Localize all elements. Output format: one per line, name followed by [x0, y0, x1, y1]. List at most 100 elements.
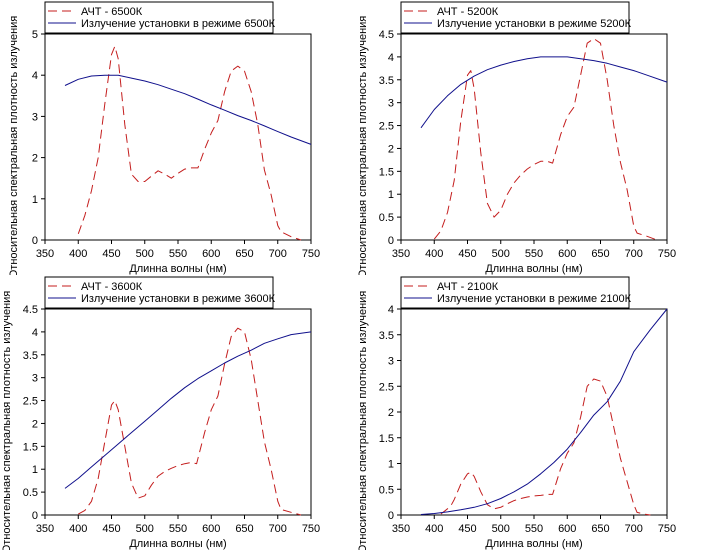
y-axis-label: Относительная спектральная плотность изл… [8, 16, 20, 275]
y-tick-label: 0 [32, 510, 38, 522]
x-tick-label: 450 [102, 248, 120, 260]
y-tick-label: 0 [32, 235, 38, 247]
y-tick-label: 0 [388, 510, 394, 522]
y-tick-label: 5 [32, 29, 38, 41]
y-tick-label: 3 [388, 98, 394, 110]
x-tick-label: 700 [625, 523, 643, 535]
x-tick-label: 750 [302, 248, 320, 260]
y-tick-label: 2 [388, 407, 394, 419]
x-tick-label: 350 [36, 523, 54, 535]
x-tick-label: 400 [69, 248, 87, 260]
x-tick-label: 550 [169, 248, 187, 260]
legend-label: АЧТ - 5200К [437, 6, 499, 18]
plot-frame [44, 33, 312, 241]
x-tick-label: 550 [525, 248, 543, 260]
x-tick-label: 500 [136, 248, 154, 260]
x-tick-label: 600 [558, 523, 576, 535]
y-axis-label: Относительная спектральная плотность изл… [357, 16, 369, 275]
x-tick-label: 450 [102, 523, 120, 535]
x-tick-label: 600 [558, 248, 576, 260]
x-axis-label: Длинна волны (нм) [485, 263, 582, 275]
series-line-measured [420, 56, 668, 129]
x-tick-label: 550 [525, 523, 543, 535]
legend-label: Излучение установки в режиме 2100К [437, 293, 632, 305]
x-tick-label: 750 [302, 523, 320, 535]
x-tick-label: 650 [591, 248, 609, 260]
x-axis-label: Длинна волны (нм) [129, 538, 226, 550]
y-tick-label: 0.5 [23, 487, 38, 499]
y-tick-label: 1.5 [23, 441, 38, 453]
x-tick-label: 650 [235, 523, 253, 535]
x-tick-label: 650 [235, 248, 253, 260]
y-tick-label: 1 [388, 459, 394, 471]
x-tick-label: 550 [169, 523, 187, 535]
y-tick-label: 4 [32, 327, 38, 339]
y-tick-label: 3 [32, 111, 38, 123]
x-tick-label: 350 [36, 248, 54, 260]
x-tick-label: 450 [458, 523, 476, 535]
series-line-reference [78, 327, 302, 516]
series-line-measured [420, 308, 668, 515]
y-axis-label: Относительная спектральная плотность изл… [357, 291, 369, 550]
y-tick-label: 2 [388, 143, 394, 155]
chart-panel-2100k: АЧТ - 2100К Излучение установки в режиме … [356, 275, 712, 553]
x-tick-label: 400 [425, 523, 443, 535]
x-tick-label: 600 [202, 523, 220, 535]
x-tick-label: 750 [658, 248, 676, 260]
y-tick-label: 3.5 [379, 330, 394, 342]
y-tick-label: 1 [388, 189, 394, 201]
x-tick-label: 500 [492, 248, 510, 260]
y-tick-label: 2.5 [379, 381, 394, 393]
x-axis-label: Длинна волны (нм) [129, 263, 226, 275]
x-tick-label: 400 [69, 523, 87, 535]
legend-box [44, 276, 274, 309]
x-tick-label: 600 [202, 248, 220, 260]
series-line-measured [64, 331, 312, 489]
x-axis-label: Длинна волны (нм) [485, 538, 582, 550]
legend-box [400, 276, 630, 309]
legend-label: Излучение установки в режиме 3600К [81, 293, 276, 305]
y-tick-label: 4 [388, 52, 394, 64]
plot-frame [44, 308, 312, 516]
y-tick-label: 4.5 [23, 304, 38, 316]
legend-box [400, 1, 630, 34]
x-tick-label: 650 [591, 523, 609, 535]
series-line-reference [440, 378, 651, 516]
y-tick-label: 3.5 [23, 350, 38, 362]
y-tick-label: 2.5 [379, 121, 394, 133]
plot-frame [400, 308, 668, 516]
y-tick-label: 0.5 [379, 484, 394, 496]
y-tick-label: 2 [32, 418, 38, 430]
legend-label: АЧТ - 6500К [81, 6, 143, 18]
legend-box [44, 1, 274, 34]
legend-label: Излучение установки в режиме 5200К [437, 18, 632, 30]
chart-panel-6500k: АЧТ - 6500К Излучение установки в режиме … [0, 0, 356, 278]
x-tick-label: 500 [492, 523, 510, 535]
y-tick-label: 1.5 [379, 166, 394, 178]
series-line-reference [77, 45, 302, 241]
y-tick-label: 3 [32, 373, 38, 385]
x-tick-label: 350 [392, 248, 410, 260]
y-tick-label: 2 [32, 153, 38, 165]
x-tick-label: 750 [658, 523, 676, 535]
x-tick-label: 700 [269, 248, 287, 260]
legend-label: АЧТ - 3600К [81, 281, 143, 293]
x-tick-label: 700 [269, 523, 287, 535]
x-tick-label: 700 [625, 248, 643, 260]
plot-frame [400, 33, 668, 241]
y-tick-label: 4.5 [379, 29, 394, 41]
y-tick-label: 1.5 [379, 433, 394, 445]
x-tick-label: 450 [458, 248, 476, 260]
y-tick-label: 4 [388, 304, 394, 316]
y-tick-label: 3.5 [379, 75, 394, 87]
series-line-reference [433, 38, 658, 241]
y-axis-label: Относительная спектральная плотность изл… [1, 291, 13, 550]
y-tick-label: 3 [388, 356, 394, 368]
